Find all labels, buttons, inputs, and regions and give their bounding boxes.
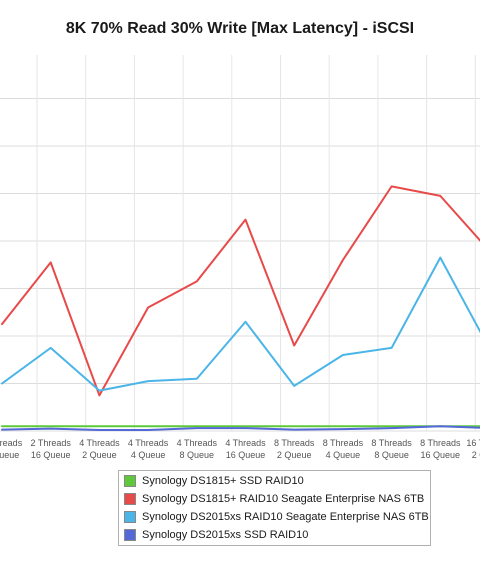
- x-tick-label: 4 Queue: [131, 450, 166, 460]
- legend-swatch: [124, 528, 136, 541]
- grid-lines: [0, 55, 480, 432]
- x-tick-label: 4 Threads: [128, 438, 169, 448]
- x-tick-label: 8 Threads: [323, 438, 364, 448]
- x-tick-label: 16 Queue: [421, 450, 461, 460]
- legend-item-1: Synology DS1815+ SSD RAID10: [119, 472, 430, 489]
- x-tick-label: 8 Threads: [420, 438, 461, 448]
- legend-item-3: Synology DS2015xs RAID10 Seagate Enterpr…: [119, 508, 430, 525]
- legend-swatch: [124, 492, 136, 505]
- legend-label: Synology DS2015xs SSD RAID10: [142, 528, 309, 541]
- x-tick-label: 2 Threads: [31, 438, 72, 448]
- series-line-2: [1, 185, 480, 397]
- x-tick-labels: 2 Threads 8 Queue 2 Threads 16 Queue 4 Threa…: [0, 438, 480, 460]
- x-tick-label: 8 Queue: [374, 450, 409, 460]
- legend: Synology DS1815+ SSD RAID10 Synology DS18…: [118, 470, 431, 546]
- legend-label: Synology DS1815+ RAID10 Seagate Enterpri…: [142, 492, 425, 505]
- x-tick-label: 4 Threads: [79, 438, 120, 448]
- x-tick-label: 2 Threads: [0, 438, 23, 448]
- legend-swatch: [124, 510, 136, 523]
- x-tick-label: 8 Threads: [274, 438, 315, 448]
- legend-label: Synology DS1815+ SSD RAID10: [142, 474, 304, 487]
- legend-swatch: [124, 474, 136, 487]
- x-tick-label: 2 Queue: [82, 450, 117, 460]
- x-tick-label: 8 Threads: [371, 438, 412, 448]
- x-tick-label: 4 Threads: [225, 438, 266, 448]
- x-tick-label: 2 Queue: [277, 450, 312, 460]
- x-tick-label: 4 Threads: [177, 438, 218, 448]
- x-tick-label: 16 Queue: [31, 450, 71, 460]
- x-tick-label: 8 Queue: [0, 450, 19, 460]
- legend-item-2: Synology DS1815+ RAID10 Seagate Enterpri…: [119, 490, 430, 507]
- x-tick-label: 2 Queue: [472, 450, 480, 460]
- x-tick-label: 16 Queue: [226, 450, 266, 460]
- x-tick-label: 4 Queue: [326, 450, 361, 460]
- legend-label: Synology DS2015xs RAID10 Seagate Enterpr…: [142, 510, 429, 523]
- chart-title: 8K 70% Read 30% Write [Max Latency] - iS…: [65, 20, 415, 37]
- legend-item-4: Synology DS2015xs SSD RAID10: [119, 526, 430, 543]
- series-lines: [1, 185, 480, 432]
- x-tick-label: 8 Queue: [180, 450, 215, 460]
- x-tick-label: 16 Threads: [466, 438, 480, 448]
